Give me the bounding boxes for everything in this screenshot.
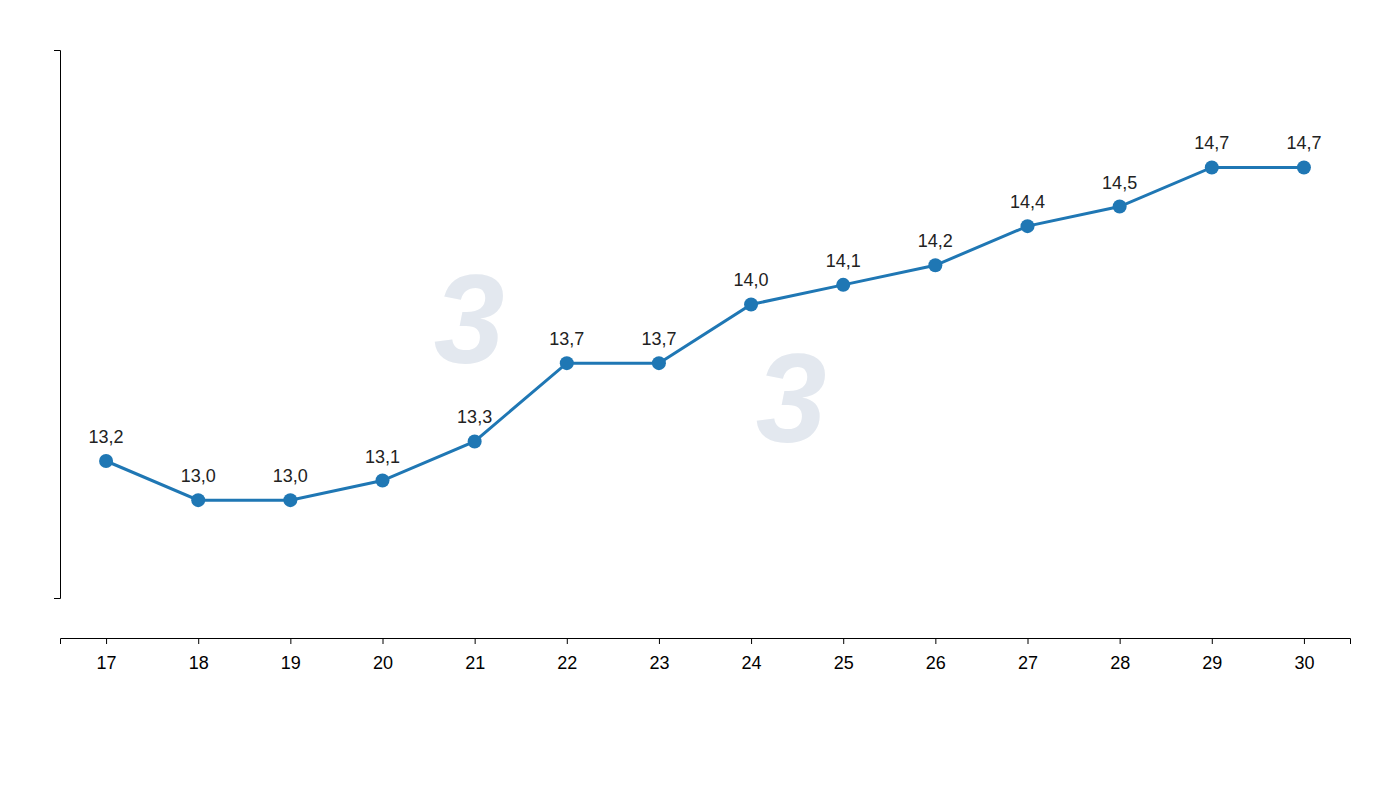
point bbox=[283, 493, 297, 507]
y-axis bbox=[54, 51, 61, 599]
x-tick: 28 bbox=[1110, 638, 1130, 673]
x-tick: 24 bbox=[742, 638, 762, 673]
point bbox=[1205, 160, 1219, 174]
data-label: 14,7 bbox=[1194, 133, 1229, 153]
x-axis-line bbox=[61, 639, 1351, 645]
x-tick: 27 bbox=[1018, 638, 1038, 673]
data-label: 13,3 bbox=[457, 407, 492, 427]
point bbox=[99, 454, 113, 468]
point bbox=[652, 356, 666, 370]
x-tick-mark bbox=[567, 638, 568, 644]
x-tick: 25 bbox=[834, 638, 854, 673]
marks bbox=[99, 160, 1311, 507]
y-axis-line bbox=[54, 51, 61, 599]
point bbox=[191, 493, 205, 507]
x-tick-mark bbox=[751, 638, 752, 644]
x-tick-label: 24 bbox=[742, 653, 762, 673]
x-tick: 22 bbox=[557, 638, 577, 673]
point bbox=[836, 278, 850, 292]
x-tick: 17 bbox=[97, 638, 117, 673]
x-tick-label: 25 bbox=[834, 653, 854, 673]
x-tick-mark bbox=[1120, 638, 1121, 644]
x-tick-mark bbox=[1304, 638, 1305, 644]
x-tick: 23 bbox=[649, 638, 669, 673]
x-tick: 19 bbox=[281, 638, 301, 673]
data-label: 13,7 bbox=[549, 329, 584, 349]
plot: 17 18 19 20 21 22 23 24 25 26 27 28 29 30 13,2 13,0 13,0… bbox=[54, 51, 1351, 673]
x-tick: 20 bbox=[373, 638, 393, 673]
x-tick-label: 26 bbox=[926, 653, 946, 673]
x-tick: 21 bbox=[465, 638, 485, 673]
x-axis: 17 18 19 20 21 22 23 24 25 26 27 28 29 30 bbox=[61, 638, 1351, 673]
x-tick-label: 18 bbox=[189, 653, 209, 673]
x-tick-label: 20 bbox=[373, 653, 393, 673]
x-tick-mark bbox=[843, 638, 844, 644]
point bbox=[468, 434, 482, 448]
x-tick-mark bbox=[1212, 638, 1213, 644]
x-tick-mark bbox=[475, 638, 476, 644]
x-tick-label: 30 bbox=[1294, 653, 1314, 673]
x-tick: 26 bbox=[926, 638, 946, 673]
data-label: 14,1 bbox=[826, 251, 861, 271]
data-label: 13,7 bbox=[641, 329, 676, 349]
data-label: 13,2 bbox=[89, 427, 124, 447]
x-tick-label: 17 bbox=[97, 653, 117, 673]
x-tick-mark bbox=[935, 638, 936, 644]
x-tick-label: 29 bbox=[1202, 653, 1222, 673]
x-tick-mark bbox=[198, 638, 199, 644]
point bbox=[928, 258, 942, 272]
x-tick-mark bbox=[1028, 638, 1029, 644]
point bbox=[1021, 219, 1035, 233]
x-tick-label: 22 bbox=[557, 653, 577, 673]
chart: 33171819202122232425262728293013,213,013… bbox=[0, 0, 1400, 788]
point bbox=[376, 474, 390, 488]
x-tick-label: 28 bbox=[1110, 653, 1130, 673]
x-tick-mark bbox=[659, 638, 660, 644]
data-label: 14,5 bbox=[1102, 173, 1137, 193]
point bbox=[744, 297, 758, 311]
watermark-text: 3 bbox=[434, 248, 505, 390]
point bbox=[1297, 160, 1311, 174]
watermark-text: 3 bbox=[756, 327, 827, 469]
x-tick: 29 bbox=[1202, 638, 1222, 673]
data-labels: 13,2 13,0 13,0 13,1 13,3 13,7 13,7 14,0 14,1 14,2… bbox=[89, 133, 1322, 486]
x-tick-label: 27 bbox=[1018, 653, 1038, 673]
x-tick: 18 bbox=[189, 638, 209, 673]
point bbox=[560, 356, 574, 370]
data-label: 13,0 bbox=[181, 466, 216, 486]
data-label: 14,2 bbox=[918, 231, 953, 251]
watermark: 33 bbox=[434, 248, 827, 469]
x-tick-label: 21 bbox=[465, 653, 485, 673]
data-label: 14,0 bbox=[734, 270, 769, 290]
data-label: 14,4 bbox=[1010, 192, 1045, 212]
data-label: 14,7 bbox=[1286, 133, 1321, 153]
x-tick: 30 bbox=[1294, 638, 1314, 673]
x-tick-mark bbox=[106, 638, 107, 644]
data-label: 13,0 bbox=[273, 466, 308, 486]
x-tick-mark bbox=[383, 638, 384, 644]
x-tick-mark bbox=[290, 638, 291, 644]
data-label: 13,1 bbox=[365, 447, 400, 467]
x-tick-label: 23 bbox=[649, 653, 669, 673]
line bbox=[106, 167, 1304, 500]
x-tick-label: 19 bbox=[281, 653, 301, 673]
point bbox=[1113, 200, 1127, 214]
